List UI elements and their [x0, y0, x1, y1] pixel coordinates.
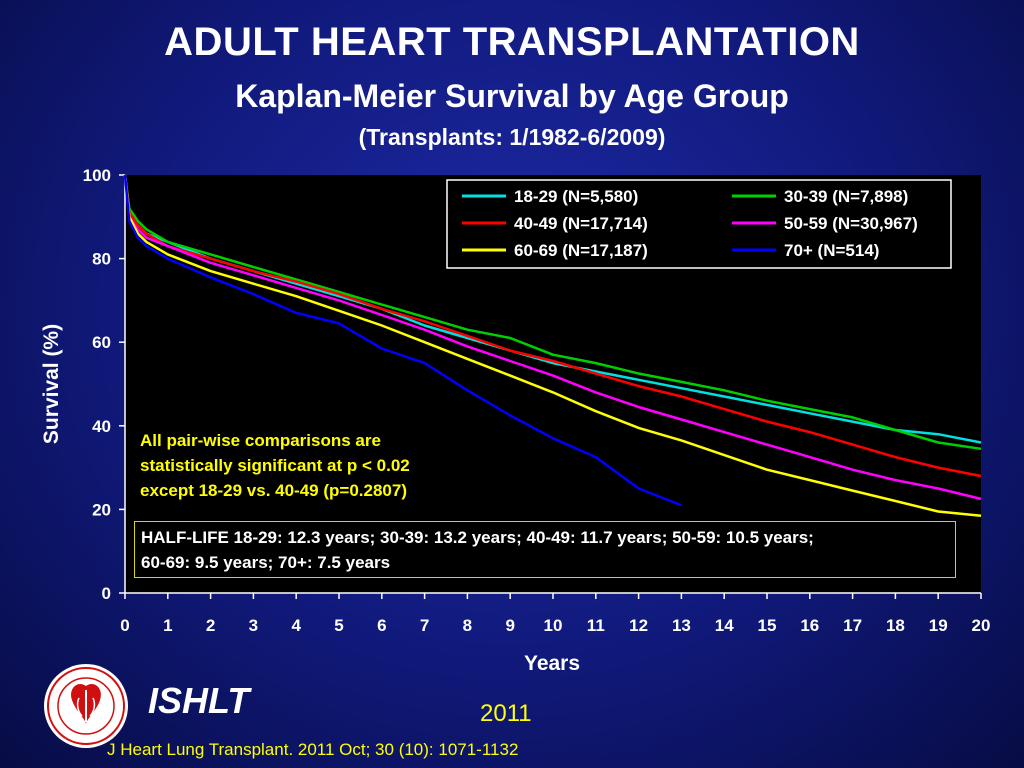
- organization-name: ISHLT: [148, 680, 250, 721]
- significance-line-1: All pair-wise comparisons are: [140, 431, 381, 450]
- legend-entry: 18-29 (N=5,580): [514, 187, 638, 206]
- half-life-line-2: 60-69: 9.5 years; 70+: 7.5 years: [141, 553, 391, 572]
- report-year: 2011: [480, 700, 532, 727]
- y-axis-label: Survival (%): [40, 324, 63, 444]
- x-tick-label: 7: [420, 616, 429, 635]
- half-life-line-1: HALF-LIFE 18-29: 12.3 years; 30-39: 13.2…: [141, 528, 814, 547]
- x-tick-label: 4: [291, 616, 301, 635]
- chart-subtitle: Kaplan-Meier Survival by Age Group: [235, 78, 789, 114]
- legend-entry: 60-69 (N=17,187): [514, 241, 648, 260]
- transplant-period: (Transplants: 1/1982-6/2009): [358, 124, 666, 150]
- legend-entry: 40-49 (N=17,714): [514, 214, 648, 233]
- ishlt-seal-icon: [44, 664, 128, 748]
- x-axis-label: Years: [524, 652, 580, 675]
- page-title: ADULT HEART TRANSPLANTATION: [164, 20, 860, 64]
- legend-box: [446, 179, 952, 269]
- series-line-6: [123, 174, 682, 507]
- x-tick-label: 17: [843, 616, 862, 635]
- x-tick-label: 5: [334, 616, 343, 635]
- x-tick-label: 6: [377, 616, 386, 635]
- significance-line-3: except 18-29 vs. 40-49 (p=0.2807): [140, 481, 407, 500]
- legend: 18-29 (N=5,580) 30-39 (N=7,898) 40-49 (N=1…: [446, 179, 952, 269]
- x-tick-label: 19: [929, 616, 948, 635]
- x-tick-label: 1: [163, 616, 172, 635]
- x-tick-label: 0: [120, 616, 129, 635]
- y-tick-label: 40: [92, 417, 111, 436]
- x-tick-label: 11: [587, 616, 605, 635]
- series-line-2: [123, 174, 982, 451]
- x-tick-label: 13: [672, 616, 691, 635]
- half-life-box: HALF-LIFE 18-29: 12.3 years; 30-39: 13.2…: [134, 521, 956, 578]
- y-tick-label: 0: [102, 584, 111, 603]
- x-tick-label: 10: [544, 616, 563, 635]
- y-tick-label: 100: [83, 166, 111, 185]
- significance-line-2: statistically significant at p < 0.02: [140, 456, 410, 475]
- legend-entry: 70+ (N=514): [784, 241, 879, 260]
- y-tick-label: 20: [92, 500, 111, 519]
- legend-entry: 50-59 (N=30,967): [784, 214, 918, 233]
- x-tick-label: 14: [715, 616, 734, 635]
- significance-note: All pair-wise comparisons are statistica…: [140, 428, 480, 503]
- x-tick-label: 2: [206, 616, 215, 635]
- x-tick-label: 3: [249, 616, 258, 635]
- series-line-5: [123, 174, 982, 517]
- x-tick-label: 15: [758, 616, 777, 635]
- x-tick-label: 8: [463, 616, 472, 635]
- series-lines: [123, 174, 982, 517]
- y-tick-label: 60: [92, 333, 111, 352]
- series-line-4: [123, 174, 982, 501]
- legend-entry: 30-39 (N=7,898): [784, 187, 908, 206]
- x-tick-label: 12: [629, 616, 648, 635]
- x-tick-label: 20: [972, 616, 991, 635]
- citation: J Heart Lung Transplant. 2011 Oct; 30 (1…: [107, 740, 519, 759]
- y-tick-label: 80: [92, 250, 111, 269]
- x-tick-label: 16: [800, 616, 819, 635]
- x-tick-label: 18: [886, 616, 905, 635]
- x-tick-label: 9: [505, 616, 514, 635]
